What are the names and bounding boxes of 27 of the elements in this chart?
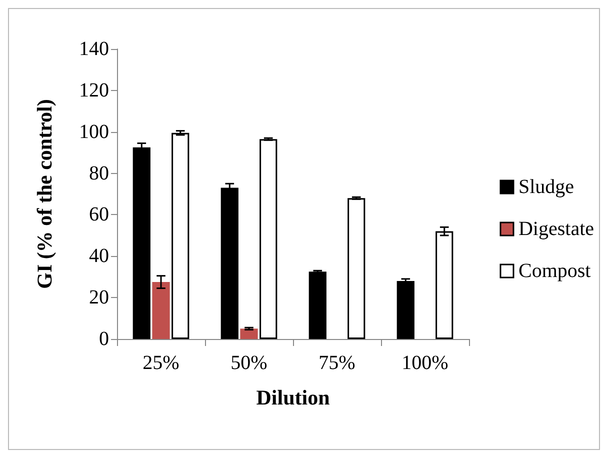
legend-label: Compost (518, 260, 592, 282)
x-axis-title: Dilution (256, 386, 330, 410)
y-tick-label: 40 (89, 245, 109, 268)
bar (396, 281, 414, 339)
y-tick-label: 100 (79, 120, 109, 143)
bar (220, 188, 238, 339)
bar (260, 139, 278, 339)
y-tick-label: 80 (89, 162, 109, 184)
bar (240, 328, 258, 339)
x-tick-label: 75% (318, 352, 356, 374)
y-tick-label: 20 (89, 286, 109, 309)
bar (172, 132, 190, 339)
legend-label: Digestate (518, 218, 594, 240)
y-tick-label: 60 (89, 204, 109, 226)
y-tick-label: 140 (79, 38, 109, 60)
bar (132, 147, 150, 339)
y-axis-title: GI (% of the control) (32, 99, 56, 289)
y-tick-label: 0 (99, 328, 109, 350)
x-tick-label: 100% (402, 352, 448, 374)
bar (152, 282, 170, 339)
bar (436, 231, 454, 339)
x-tick-label: 25% (142, 352, 180, 374)
bar (348, 198, 366, 339)
legend-label: Sludge (518, 176, 574, 198)
y-tick-label: 120 (79, 79, 109, 102)
bar (308, 272, 326, 339)
x-tick-label: 50% (230, 352, 268, 374)
